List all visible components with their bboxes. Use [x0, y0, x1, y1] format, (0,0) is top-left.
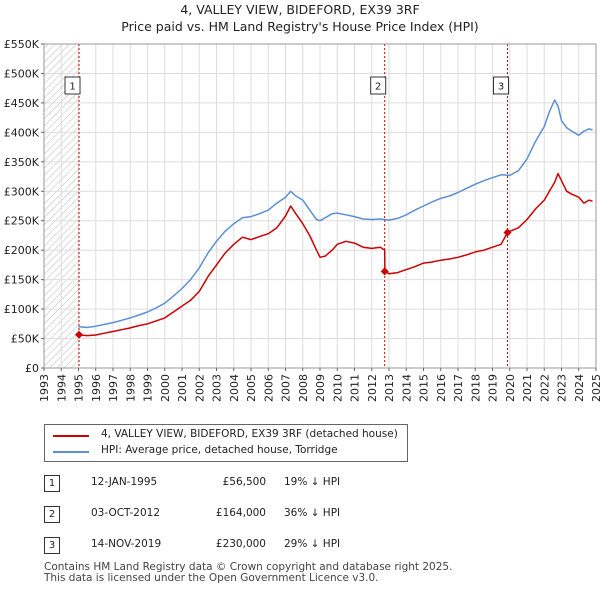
x-tick-label: 2016 — [435, 374, 448, 402]
x-tick-label: 2010 — [331, 374, 344, 402]
transaction-hpi-diff: 29% ↓ HPI — [284, 538, 341, 550]
y-tick-label: £150K — [4, 274, 40, 287]
y-tick-label: £300K — [4, 185, 40, 198]
x-tick-label: 2022 — [538, 374, 551, 402]
x-tick-label: 2019 — [487, 374, 500, 402]
transaction-number: 1 — [44, 475, 60, 492]
x-tick-label: 2024 — [573, 374, 586, 402]
y-tick-label: £500K — [4, 67, 40, 80]
footer-copyright: Contains HM Land Registry data © Crown c… — [44, 561, 453, 573]
x-tick-label: 1995 — [73, 374, 86, 402]
sale-point — [75, 330, 84, 339]
transaction-price: £164,000 — [215, 507, 266, 519]
y-tick-label: £550K — [4, 38, 40, 51]
legend-label-hpi: HPI: Average price, detached house, Torr… — [101, 444, 338, 456]
y-tick-label: £350K — [4, 156, 40, 169]
transaction-price: £230,000 — [215, 538, 266, 550]
y-tick-label: £400K — [4, 126, 40, 139]
x-tick-label: 1997 — [107, 374, 120, 402]
x-tick-label: 2025 — [590, 374, 600, 402]
footer-licence: This data is licensed under the Open Gov… — [44, 572, 379, 584]
x-tick-label: 2011 — [349, 374, 362, 402]
series-property-line — [78, 172, 593, 337]
transaction-hpi-diff: 19% ↓ HPI — [284, 476, 341, 488]
x-tick-label: 1999 — [142, 374, 155, 402]
price-chart: 1 2 3 £0 £50K £100K £150K £200K £250K £300K £350K… — [4, 38, 600, 402]
x-tick-label: 2014 — [400, 374, 413, 402]
transaction-number: 2 — [44, 506, 60, 523]
sale-label-box — [64, 76, 81, 95]
legend-swatch-property — [53, 435, 89, 437]
sale-label: 1 — [69, 82, 75, 93]
chart-title: 4, VALLEY VIEW, BIDEFORD, EX39 3RF — [180, 2, 420, 17]
series-hpi-line — [78, 99, 593, 329]
x-tick-label: 2018 — [469, 374, 482, 402]
x-tick-label: 2023 — [556, 374, 569, 402]
x-tick-label: 1998 — [124, 374, 137, 402]
y-tick-label: £100K — [4, 303, 40, 316]
x-tick-label: 2001 — [176, 374, 189, 402]
sale-label-box — [370, 76, 387, 95]
y-tick-label: £450K — [4, 97, 40, 110]
x-tick-label: 2004 — [228, 374, 241, 402]
x-tick-label: 2000 — [159, 374, 172, 402]
x-tick-label: 2007 — [280, 374, 293, 402]
x-tick-label: 2013 — [383, 374, 396, 402]
sale-label: 3 — [498, 82, 504, 93]
x-tick-label: 2008 — [297, 374, 310, 402]
y-tick-label: £50K — [11, 333, 40, 346]
x-tick-label: 2015 — [418, 374, 431, 402]
y-tick-label: £200K — [4, 244, 40, 257]
sale-point — [503, 228, 512, 237]
sale-label: 2 — [375, 82, 381, 93]
transaction-price: £56,500 — [222, 476, 266, 488]
x-tick-label: 2009 — [314, 374, 327, 402]
chart-legend: 4, VALLEY VIEW, BIDEFORD, EX39 3RF (deta… — [44, 424, 408, 462]
transaction-hpi-diff: 36% ↓ HPI — [284, 507, 341, 519]
legend-label-property: 4, VALLEY VIEW, BIDEFORD, EX39 3RF (deta… — [101, 428, 398, 440]
transaction-date: 12-JAN-1995 — [91, 476, 158, 488]
legend-swatch-hpi — [53, 451, 89, 453]
x-tick-label: 2020 — [504, 374, 517, 402]
y-tick-label: £250K — [4, 215, 40, 228]
y-tick-label: £0 — [25, 362, 39, 375]
transaction-date: 14-NOV-2019 — [91, 538, 162, 550]
sale-point — [380, 267, 389, 276]
chart-subtitle: Price paid vs. HM Land Registry's House … — [121, 19, 479, 34]
x-tick-label: 2005 — [245, 374, 258, 402]
x-tick-label: 2012 — [366, 374, 379, 402]
x-tick-label: 1993 — [38, 374, 51, 402]
transaction-number: 3 — [44, 537, 60, 554]
x-tick-label: 2021 — [521, 374, 534, 402]
x-tick-label: 2002 — [193, 374, 206, 402]
x-tick-label: 2003 — [211, 374, 224, 402]
x-tick-label: 2006 — [262, 374, 275, 402]
x-tick-label: 1996 — [90, 374, 103, 402]
transaction-date: 03-OCT-2012 — [91, 507, 160, 519]
x-tick-label: 1994 — [55, 374, 68, 402]
sale-label-box — [493, 76, 510, 95]
x-tick-label: 2017 — [452, 374, 465, 402]
